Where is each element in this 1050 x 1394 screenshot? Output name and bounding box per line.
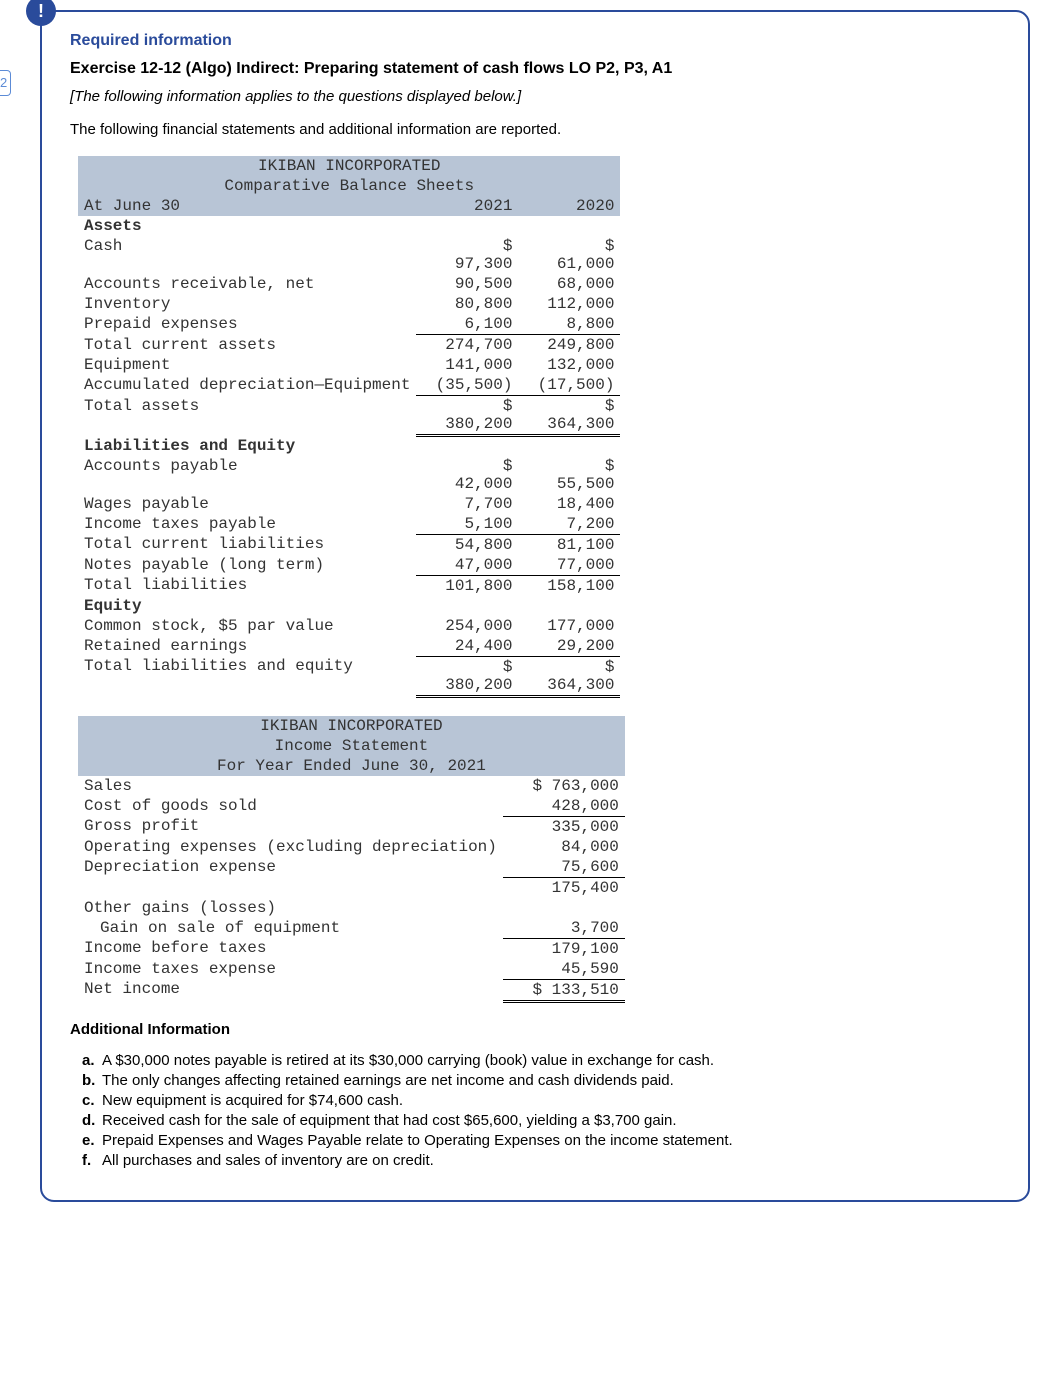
table-row: Inventory80,800112,000 [78, 294, 620, 314]
table-row: Net income$ 133,510 [78, 979, 625, 1001]
item-text: All purchases and sales of inventory are… [102, 1152, 434, 1169]
table-row: Income taxes expense45,590 [78, 959, 625, 980]
table-row: Other gains (losses) [78, 898, 625, 918]
table-row: Income before taxes179,100 [78, 938, 625, 959]
list-item: f.All purchases and sales of inventory a… [82, 1152, 1000, 1169]
table-row: Sales$ 763,000 [78, 776, 625, 796]
additional-info-heading: Additional Information [70, 1021, 1000, 1038]
intro-text: The following financial statements and a… [70, 121, 1000, 138]
table-row: Wages payable7,70018,400 [78, 494, 620, 514]
row-label: Total liabilities [78, 575, 416, 596]
row-label: Net income [78, 979, 503, 1001]
row-label: Income taxes payable [78, 514, 416, 535]
bs-col1: 2021 [416, 196, 518, 216]
row-label: Gain on sale of equipment [78, 918, 503, 939]
item-letter: d. [82, 1112, 102, 1129]
table-row: Equipment141,000132,000 [78, 355, 620, 375]
row-label: Income before taxes [78, 938, 503, 959]
table-row: Cost of goods sold428,000 [78, 796, 625, 817]
item-letter: a. [82, 1052, 102, 1069]
table-row: Accounts receivable, net90,50068,000 [78, 274, 620, 294]
row-label: Operating expenses (excluding depreciati… [78, 837, 503, 857]
row-label: Retained earnings [78, 636, 416, 657]
required-info-heading: Required information [70, 32, 1000, 50]
bs-title1: IKIBAN INCORPORATED [78, 156, 620, 176]
is-title2: Income Statement [78, 736, 625, 756]
list-item: e.Prepaid Expenses and Wages Payable rel… [82, 1132, 1000, 1149]
row-label: Common stock, $5 par value [78, 616, 416, 636]
context-note: [The following information applies to th… [70, 88, 1000, 105]
bs-title2: Comparative Balance Sheets [78, 176, 620, 196]
row-label: Notes payable (long term) [78, 555, 416, 576]
item-text: Received cash for the sale of equipment … [102, 1112, 677, 1129]
row-label: Inventory [78, 294, 416, 314]
row-label: Equipment [78, 355, 416, 375]
row-label: Accounts payable [78, 456, 416, 494]
row-label: Depreciation expense [78, 857, 503, 878]
row-label: Other gains (losses) [78, 898, 503, 918]
row-label: Accumulated depreciation—Equipment [78, 375, 416, 396]
list-item: b.The only changes affecting retained ea… [82, 1072, 1000, 1089]
table-row: Depreciation expense75,600 [78, 857, 625, 878]
row-label: Income taxes expense [78, 959, 503, 980]
table-row: Cash$97,300$61,000 [78, 236, 620, 274]
row-label: Gross profit [78, 816, 503, 837]
info-badge-icon: ! [26, 0, 56, 26]
table-row: Total liabilities101,800158,100 [78, 575, 620, 596]
additional-info-list: a.A $30,000 notes payable is retired at … [70, 1052, 1000, 1169]
question-container: ! Required information Exercise 12-12 (A… [40, 10, 1030, 1202]
table-row: Accumulated depreciation—Equipment(35,50… [78, 375, 620, 396]
table-row: Notes payable (long term)47,00077,000 [78, 555, 620, 576]
table-row: Common stock, $5 par value254,000177,000 [78, 616, 620, 636]
table-row: Accounts payable$42,000$55,500 [78, 456, 620, 494]
item-letter: e. [82, 1132, 102, 1149]
item-text: A $30,000 notes payable is retired at it… [102, 1052, 714, 1069]
row-label: Cash [78, 236, 416, 274]
item-letter: f. [82, 1152, 102, 1169]
row-label: Prepaid expenses [78, 314, 416, 335]
table-row: Gross profit335,000 [78, 816, 625, 837]
equity-header: Equity [78, 596, 416, 616]
is-title3: For Year Ended June 30, 2021 [78, 756, 625, 776]
table-row: Total assets$380,200$364,300 [78, 396, 620, 436]
table-row: 175,400 [78, 877, 625, 898]
balance-sheet-table: IKIBAN INCORPORATED Comparative Balance … [78, 156, 620, 698]
income-statement-table: IKIBAN INCORPORATED Income Statement For… [78, 716, 625, 1003]
list-item: c.New equipment is acquired for $74,600 … [82, 1092, 1000, 1109]
table-row: Gain on sale of equipment3,700 [78, 918, 625, 939]
item-letter: c. [82, 1092, 102, 1109]
table-row: Prepaid expenses6,1008,800 [78, 314, 620, 335]
list-item: d.Received cash for the sale of equipmen… [82, 1112, 1000, 1129]
row-label: Cost of goods sold [78, 796, 503, 817]
item-letter: b. [82, 1072, 102, 1089]
table-row: Total current liabilities54,80081,100 [78, 534, 620, 555]
table-row: Operating expenses (excluding depreciati… [78, 837, 625, 857]
row-label [78, 877, 503, 898]
is-title1: IKIBAN INCORPORATED [78, 716, 625, 736]
table-row: Retained earnings24,40029,200 [78, 636, 620, 657]
table-row: Total current assets274,700249,800 [78, 335, 620, 356]
row-label: Wages payable [78, 494, 416, 514]
row-label: Total liabilities and equity [78, 656, 416, 696]
row-label: Total assets [78, 396, 416, 436]
liab-header: Liabilities and Equity [78, 436, 416, 456]
row-label: Sales [78, 776, 503, 796]
bs-col2: 2020 [518, 196, 620, 216]
row-label: Accounts receivable, net [78, 274, 416, 294]
bs-date-label: At June 30 [78, 196, 416, 216]
item-text: Prepaid Expenses and Wages Payable relat… [102, 1132, 733, 1149]
exercise-title: Exercise 12-12 (Algo) Indirect: Preparin… [70, 60, 1000, 78]
row-label: Total current assets [78, 335, 416, 356]
list-item: a.A $30,000 notes payable is retired at … [82, 1052, 1000, 1069]
row-label: Total current liabilities [78, 534, 416, 555]
assets-header: Assets [78, 216, 416, 236]
item-text: The only changes affecting retained earn… [102, 1072, 674, 1089]
table-row: Total liabilities and equity$380,200$364… [78, 656, 620, 696]
table-row: Income taxes payable5,1007,200 [78, 514, 620, 535]
item-text: New equipment is acquired for $74,600 ca… [102, 1092, 403, 1109]
left-tab: 2 [0, 70, 11, 96]
